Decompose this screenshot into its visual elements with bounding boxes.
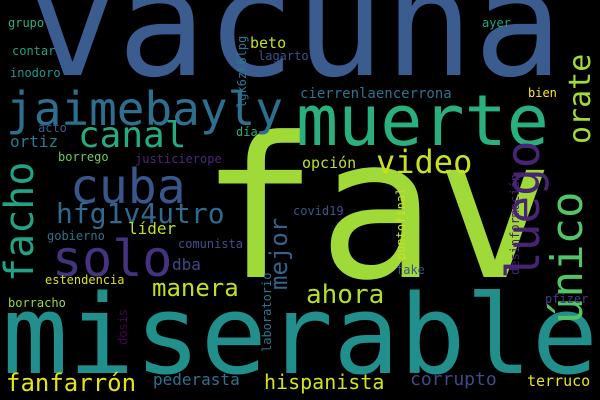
word-lider: líder bbox=[128, 219, 177, 238]
word-fav: fav bbox=[200, 96, 555, 324]
word-jaimebayly: jaimebayly bbox=[6, 82, 283, 136]
word-gobierno: gobierno bbox=[47, 229, 105, 243]
word-borrego: borrego bbox=[58, 150, 109, 164]
word-cierrenlaencerrona: cierrenlaencerrona bbox=[300, 86, 452, 102]
word-puntofinal: puntofinal bbox=[394, 187, 408, 260]
word-luego: luego bbox=[496, 140, 550, 279]
word-lgk6zk6lpg: lgk6zk6lpg bbox=[235, 35, 249, 108]
word-borracho: borracho bbox=[8, 296, 66, 310]
word-solo: solo bbox=[52, 230, 173, 288]
word-video: video bbox=[376, 143, 473, 181]
word-laboratorio: laboratorio bbox=[260, 272, 274, 352]
word-facho: facho bbox=[0, 161, 43, 282]
word-lagarto: lagarto bbox=[258, 49, 309, 63]
word-bien: bien bbox=[528, 86, 557, 100]
word-contar: contar bbox=[12, 44, 56, 58]
word-muerte: muerte bbox=[296, 80, 549, 162]
word-manera: manera bbox=[152, 274, 239, 302]
word-ayer: ayer bbox=[482, 16, 511, 30]
word-fake: fake bbox=[396, 263, 425, 277]
word-canal: canal bbox=[78, 115, 187, 156]
word-dba: dba bbox=[172, 255, 201, 274]
word-pederasta: pederasta bbox=[153, 370, 240, 389]
word-hispanista: hispanista bbox=[264, 370, 385, 394]
word-vacuna: vacuna bbox=[28, 0, 563, 110]
word-hfg1v4utro: hfg1v4utro bbox=[56, 197, 225, 230]
word-ahora: ahora bbox=[306, 280, 385, 310]
word-justicierope: justicierope bbox=[135, 152, 222, 166]
word-pfizer: pfizer bbox=[545, 292, 589, 306]
word-orate: orate bbox=[563, 53, 598, 144]
word-dia: día bbox=[236, 125, 258, 139]
word-comunista: comunista bbox=[178, 237, 244, 251]
word-ortiz: ortiz bbox=[10, 132, 59, 151]
word-fanfarron: fanfarrón bbox=[6, 369, 137, 397]
word-beto: beto bbox=[250, 34, 287, 52]
word-dosis: dosis bbox=[116, 308, 130, 345]
word-covid19: covid19 bbox=[293, 204, 344, 218]
word-miserable: miserable bbox=[2, 271, 599, 399]
word-corrupto: corrupto bbox=[410, 369, 497, 390]
word-grupo: grupo bbox=[8, 16, 45, 30]
word-acto: acto bbox=[38, 121, 67, 135]
word-opcion: opción bbox=[302, 154, 357, 172]
word-terruco: terruco bbox=[527, 372, 591, 390]
word-estendencia: estendencia bbox=[45, 273, 125, 287]
word-inodoro: inodoro bbox=[10, 66, 61, 80]
word-desinformacion: desinformación bbox=[508, 173, 522, 275]
word-cuba: cuba bbox=[70, 159, 186, 215]
